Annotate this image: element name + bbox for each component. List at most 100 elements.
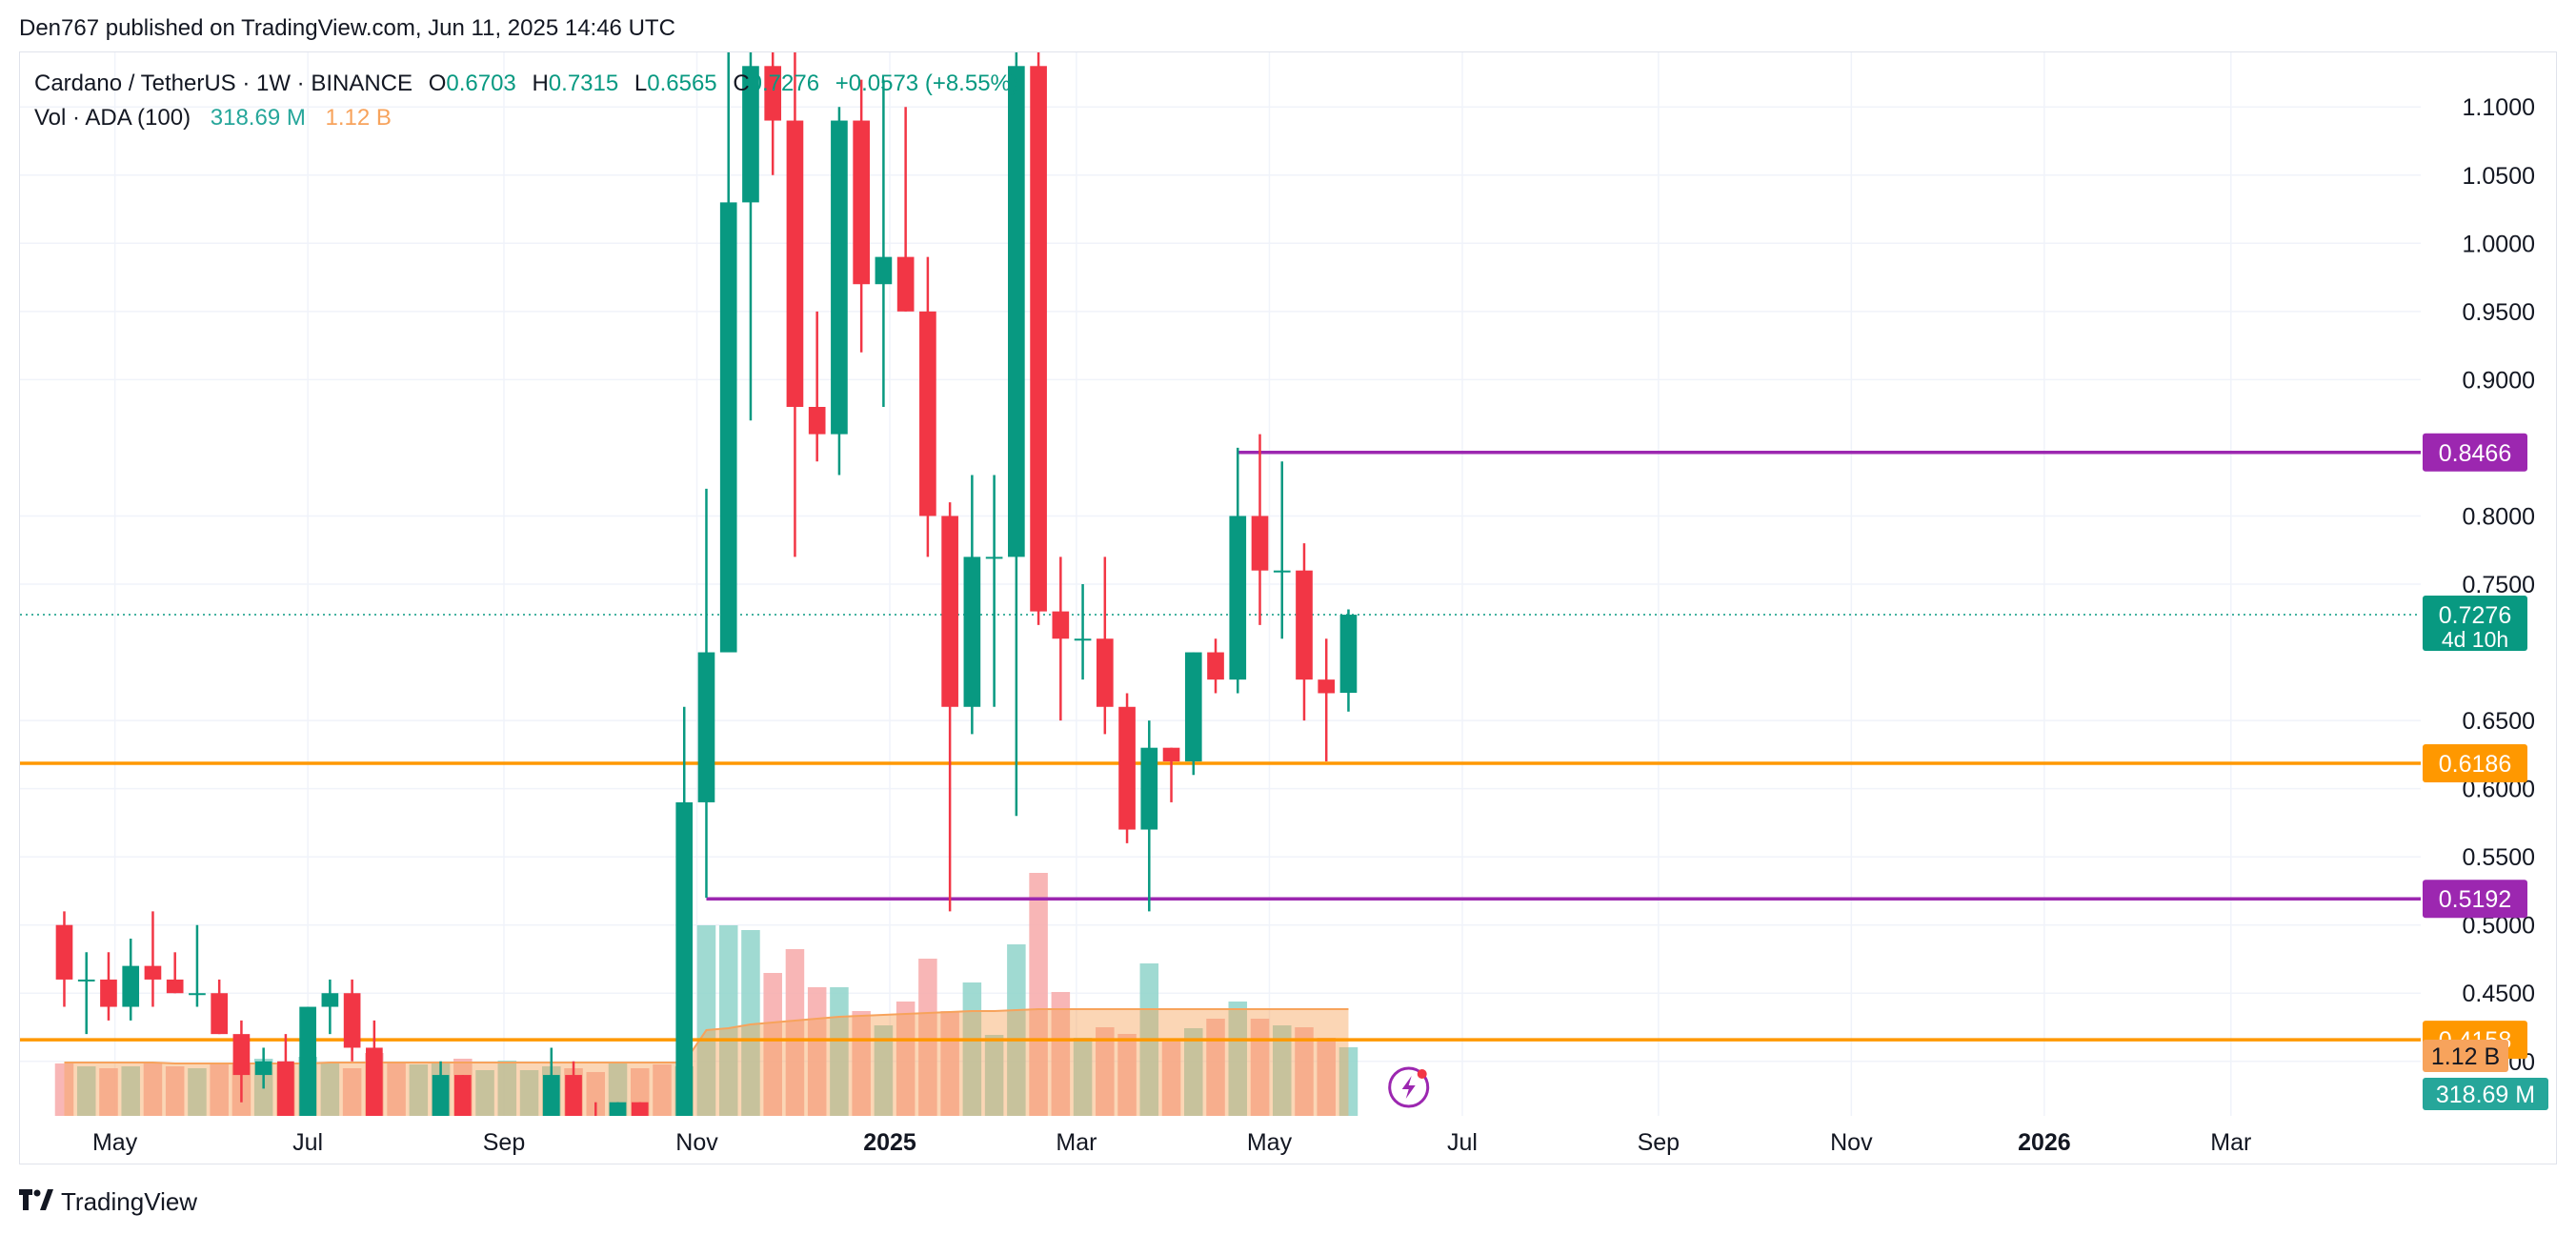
candle-body bbox=[719, 202, 737, 653]
candle-body bbox=[1339, 615, 1358, 694]
legend-change: +0.0573 (+8.55%) bbox=[835, 71, 1018, 96]
volume-bar bbox=[519, 1070, 539, 1116]
volume-bar bbox=[1161, 1042, 1181, 1116]
time-tick-label: May bbox=[92, 1129, 138, 1156]
level-price-tag: 0.8466 bbox=[2423, 433, 2527, 472]
price-tick-label: 0.5500 bbox=[2463, 844, 2535, 871]
candle-body bbox=[1184, 652, 1202, 761]
candle-body bbox=[277, 1061, 294, 1130]
legend-open-value: 0.6703 bbox=[446, 71, 516, 96]
legend-low-label: L bbox=[634, 71, 648, 96]
time-tick-label: Sep bbox=[1638, 1129, 1680, 1156]
legend-volume-label[interactable]: Vol · ADA (100) bbox=[34, 105, 191, 131]
candle-body bbox=[697, 652, 715, 802]
candle-body bbox=[55, 924, 73, 980]
level-price-tag-text: 0.6186 bbox=[2439, 751, 2511, 778]
candle-body bbox=[122, 965, 140, 1007]
legend-ohlc-row: Cardano / TetherUS · 1W · BINANCE O0.670… bbox=[34, 67, 1018, 101]
candle-body bbox=[1207, 652, 1224, 680]
chart-frame[interactable]: 1.1000 1.0500 1.0000 0.9500 0.9000 0.8000 0.75… bbox=[19, 51, 2557, 1164]
level-price-tag-bg bbox=[2423, 880, 2527, 919]
candle-body bbox=[321, 993, 339, 1007]
volume-bar bbox=[1272, 1025, 1292, 1116]
volume-bar bbox=[852, 1011, 871, 1116]
candle-body bbox=[875, 256, 893, 285]
candle-body bbox=[786, 120, 804, 408]
time-tick-label: 2026 bbox=[2018, 1129, 2071, 1156]
volume-bar bbox=[940, 1011, 959, 1116]
volume-bar bbox=[830, 987, 849, 1116]
level-price-tag: 0.6186 bbox=[2423, 744, 2527, 783]
tradingview-logo-icon bbox=[19, 1187, 53, 1217]
volume-bar bbox=[409, 1064, 429, 1116]
volume-bar bbox=[1117, 1034, 1137, 1116]
level-price-tag-bg bbox=[2423, 744, 2527, 783]
candle-body bbox=[299, 1006, 316, 1130]
volume-bar bbox=[121, 1066, 140, 1116]
volume-bar bbox=[696, 925, 716, 1116]
candle-body bbox=[742, 66, 759, 203]
legend-high-value: 0.7315 bbox=[548, 71, 619, 96]
candlestick-chart[interactable]: 1.1000 1.0500 1.0000 0.9500 0.9000 0.8000 0.75… bbox=[20, 52, 2556, 1164]
volume-bar bbox=[165, 1066, 185, 1116]
volume-bar bbox=[1295, 1027, 1314, 1116]
volume-bar bbox=[1228, 1002, 1248, 1116]
candle-body bbox=[77, 979, 95, 982]
legend-symbol[interactable]: Cardano / TetherUS · 1W · BINANCE bbox=[34, 71, 413, 96]
tradingview-logo-text: TradingView bbox=[61, 1187, 198, 1216]
legend-open-label: O bbox=[428, 71, 447, 96]
volume-bar bbox=[1051, 992, 1071, 1116]
volume-bars bbox=[54, 873, 1358, 1116]
volume-bar bbox=[1250, 1019, 1270, 1116]
price-tick-label: 0.4500 bbox=[2463, 981, 2535, 1007]
time-tick-label: Jul bbox=[1447, 1129, 1478, 1156]
tradingview-logo[interactable]: TradingView bbox=[19, 1187, 197, 1217]
volume-bar bbox=[210, 1064, 229, 1116]
candle-body bbox=[831, 120, 848, 435]
candle-body bbox=[1008, 66, 1025, 557]
candle-body bbox=[254, 1061, 272, 1076]
time-tick-label: 2025 bbox=[863, 1129, 916, 1156]
volume-bar bbox=[76, 1066, 96, 1116]
legend-volume-ma-value: 1.12 B bbox=[325, 105, 392, 131]
volume-bar bbox=[1184, 1028, 1203, 1116]
last-price-countdown: 4d 10h bbox=[2442, 627, 2508, 652]
candle-body bbox=[1229, 516, 1247, 680]
price-tick-label: 0.7500 bbox=[2463, 572, 2535, 598]
time-tick-label: Sep bbox=[483, 1129, 525, 1156]
candle-body bbox=[1162, 747, 1180, 761]
volume-bar bbox=[653, 1064, 672, 1116]
price-tick-label: 1.1000 bbox=[2463, 94, 2535, 121]
candle-body bbox=[1096, 638, 1114, 707]
level-price-tag-text: 0.5192 bbox=[2439, 886, 2511, 913]
level-price-tag-text: 0.8466 bbox=[2439, 440, 2511, 467]
candle-body bbox=[1251, 516, 1269, 571]
chart-legend: Cardano / TetherUS · 1W · BINANCE O0.670… bbox=[34, 67, 1018, 135]
volume-bar bbox=[497, 1061, 517, 1116]
legend-low-value: 0.6565 bbox=[647, 71, 717, 96]
candle-body bbox=[853, 120, 870, 285]
vol-ma-tag-text: 1.12 B bbox=[2431, 1043, 2500, 1070]
volume-bar bbox=[763, 973, 782, 1116]
volume-bar bbox=[896, 1002, 916, 1116]
candle-body bbox=[764, 66, 782, 121]
legend-high-label: H bbox=[532, 71, 549, 96]
candle-body bbox=[1318, 679, 1336, 694]
volume-bar bbox=[1029, 873, 1048, 1116]
price-tick-label: 0.8000 bbox=[2463, 503, 2535, 530]
candle-body bbox=[166, 979, 184, 994]
volume-bar bbox=[143, 1063, 163, 1116]
last-price-tag-bg bbox=[2423, 596, 2527, 652]
candle-body bbox=[100, 979, 117, 1007]
candle-body bbox=[808, 407, 826, 435]
volume-bar bbox=[586, 1072, 606, 1116]
vol-tag-text: 318.69 M bbox=[2436, 1082, 2535, 1108]
volume-bar bbox=[984, 1035, 1004, 1116]
candle-body bbox=[941, 516, 958, 707]
candle-body bbox=[1140, 747, 1158, 830]
volume-bar bbox=[718, 925, 738, 1116]
candle-body bbox=[1030, 66, 1047, 612]
candle-body bbox=[144, 965, 162, 980]
legend-volume-value: 318.69 M bbox=[210, 105, 306, 131]
candle-body bbox=[366, 1047, 383, 1130]
